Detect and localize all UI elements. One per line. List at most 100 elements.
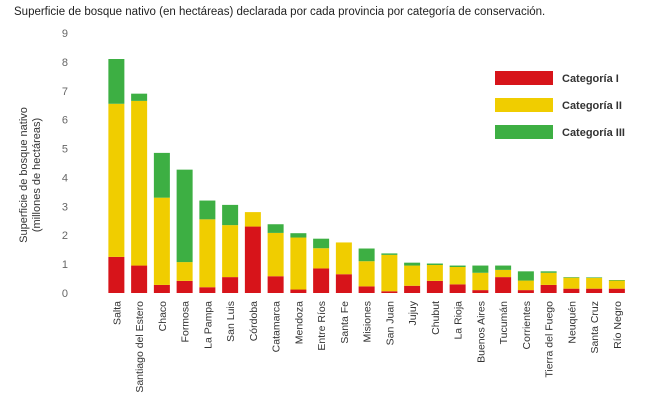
bar-segment <box>313 248 330 269</box>
bar-segment <box>222 277 239 293</box>
bar-segment <box>108 256 125 293</box>
bar-segment <box>381 253 398 255</box>
bar-segment <box>449 267 466 285</box>
bar-segment <box>199 219 216 288</box>
bar-segment <box>404 265 421 286</box>
x-tick-label: San Luis <box>225 301 237 342</box>
bar-segment <box>540 284 557 293</box>
y-tick-label: 5 <box>62 144 68 156</box>
legend-swatch <box>495 98 553 112</box>
x-tick-label: Chubut <box>430 301 442 335</box>
bar-segment <box>449 284 466 293</box>
bar-segment <box>495 265 512 270</box>
y-axis-ticks: 0 1 2 3 4 5 6 7 8 9 <box>62 28 68 300</box>
bar-segment <box>426 280 443 293</box>
bar-segment <box>495 277 512 293</box>
bar-segment <box>358 248 375 262</box>
bar-segment <box>313 238 330 249</box>
bar-segment <box>563 277 580 278</box>
bar-segment <box>335 242 352 275</box>
y-axis-title: Superficie de bosque nativo (millones de… <box>18 107 43 243</box>
bar-segment <box>290 237 307 290</box>
x-tick-label: Neuquén <box>566 301 578 344</box>
y-tick-label: 2 <box>62 230 68 242</box>
x-tick-label: San Juan <box>384 301 396 346</box>
x-tick-label: Río Negro <box>612 301 624 349</box>
x-tick-label: Entre Ríos <box>316 301 328 351</box>
bar-segment <box>267 224 284 233</box>
bar-segment <box>153 152 170 198</box>
y-tick-label: 3 <box>62 201 68 213</box>
x-tick-label: Chaco <box>157 301 169 332</box>
bar-segment <box>426 263 443 265</box>
bar-segment <box>586 277 603 278</box>
bar-segment <box>449 265 466 267</box>
bar-segment <box>290 289 307 293</box>
y-axis-label: Superficie de bosque nativo <box>18 107 30 243</box>
legend-label: Categoría II <box>562 100 622 112</box>
bar-segment <box>517 271 534 281</box>
bar-segment <box>267 232 284 277</box>
bar-segment <box>563 288 580 293</box>
bar-segment <box>131 100 148 266</box>
bar-segment <box>540 272 557 285</box>
x-tick-label: Santa Fe <box>339 301 351 344</box>
x-tick-label: Mendoza <box>293 301 305 344</box>
bar-segment <box>608 288 625 293</box>
legend: Categoría I Categoría II Categoría III <box>495 71 625 139</box>
bar-segment <box>381 291 398 293</box>
bar-segment <box>199 200 216 220</box>
bar-segment <box>131 93 148 101</box>
chart-title: Superficie de bosque nativo (en hectárea… <box>14 6 546 18</box>
bar-segment <box>586 288 603 293</box>
x-tick-label: Jujuy <box>407 300 419 325</box>
x-tick-label: La Rioja <box>453 301 465 340</box>
bar-segment <box>267 276 284 293</box>
bar-segment <box>358 261 375 287</box>
x-tick-label: Formosa <box>180 301 192 343</box>
bar-segment <box>108 103 125 257</box>
y-tick-label: 0 <box>62 288 68 300</box>
bar-segment <box>517 280 534 291</box>
bar-segment <box>358 286 375 293</box>
y-tick-label: 7 <box>62 86 68 98</box>
bar-segment <box>472 290 489 293</box>
bar-segment <box>108 59 125 104</box>
bar-segment <box>608 280 625 281</box>
y-axis-unit: (millones de hectáreas) <box>31 118 43 232</box>
legend-swatch <box>495 125 553 139</box>
bar-segment <box>199 287 216 293</box>
x-tick-label: Buenos Aires <box>475 301 487 363</box>
bar-segment <box>563 277 580 289</box>
x-tick-label: Salta <box>111 301 123 325</box>
bar-segment <box>381 254 398 292</box>
legend-swatch <box>495 71 553 85</box>
bar-segment <box>586 277 603 289</box>
bar-segment <box>153 197 170 285</box>
x-tick-label: Santa Cruz <box>589 301 601 354</box>
bar-segment <box>472 265 489 273</box>
bar-segment <box>176 262 193 281</box>
x-tick-label: Misiones <box>362 301 374 342</box>
legend-label: Categoría I <box>562 73 619 85</box>
bar-segment <box>540 271 557 273</box>
bar-segment <box>404 262 421 266</box>
bar-segment <box>472 272 489 291</box>
bar-segment <box>404 285 421 293</box>
bar-segment <box>176 169 193 263</box>
bar-segment <box>517 290 534 293</box>
y-tick-label: 8 <box>62 57 68 69</box>
bar-segment <box>426 264 443 281</box>
x-tick-label: Tierra del Fuego <box>544 301 556 378</box>
x-tick-label: Córdoba <box>248 301 260 341</box>
y-tick-label: 6 <box>62 115 68 127</box>
x-tick-label: Santiago del Estero <box>134 301 146 393</box>
x-tick-label: Catamarca <box>271 301 283 353</box>
bar-segment <box>153 284 170 293</box>
x-tick-label: Tucumán <box>498 301 510 345</box>
y-tick-label: 4 <box>62 172 68 184</box>
bar-segment <box>222 204 239 226</box>
bar-segment <box>244 226 261 293</box>
bar-segment <box>335 274 352 293</box>
